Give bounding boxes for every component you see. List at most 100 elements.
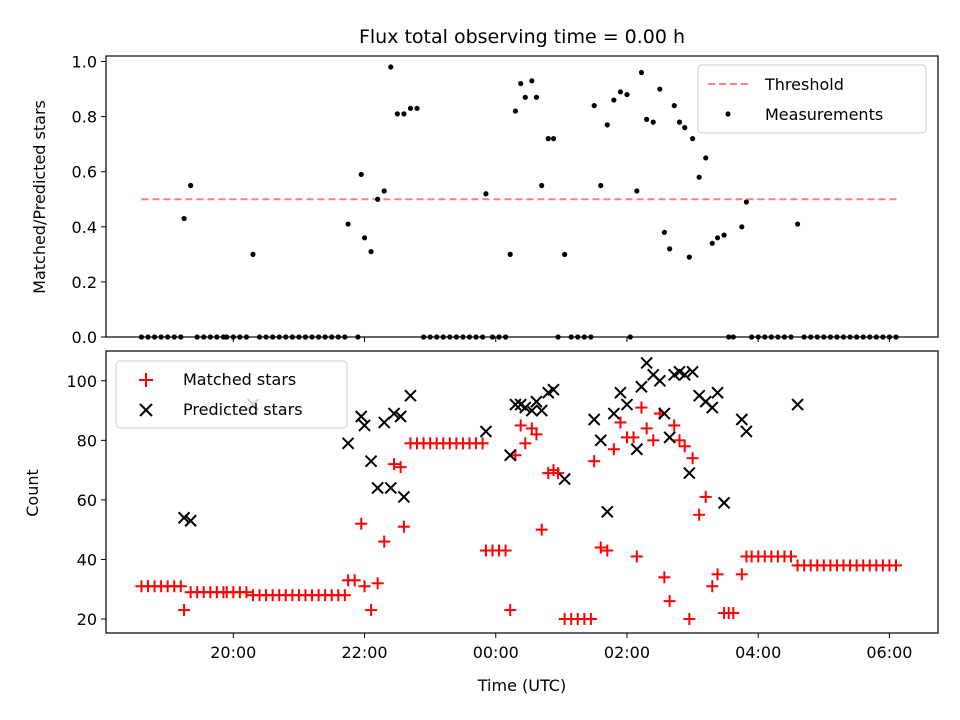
measurement-point [703, 155, 709, 161]
legend-predicted-swatch [139, 403, 153, 417]
predicted-star-point [791, 398, 804, 411]
matched-star-point [594, 541, 607, 554]
measurement-point [634, 188, 640, 194]
measurement-point [714, 235, 721, 241]
matched-star-point [584, 613, 597, 626]
predicted-star-point [614, 386, 627, 399]
measurement-point [345, 221, 351, 227]
legend-matched-swatch [139, 373, 153, 387]
bottom-legend: Matched stars Predicted stars [115, 360, 348, 429]
top-x-axis [232, 337, 890, 342]
bottom-y-axis: 20 40 60 80 100 [66, 372, 106, 629]
top-y-axis: 0.0 0.2 0.4 0.6 0.8 1.0 [72, 53, 106, 347]
matched-star-point [607, 443, 620, 456]
legend-measurements-label: Measurements [765, 105, 883, 124]
predicted-star-point [635, 380, 648, 393]
bottom-axes-frame [105, 350, 939, 634]
predicted-star-point [364, 454, 378, 468]
matched-star-point [535, 523, 548, 536]
matched-star-point [658, 571, 671, 584]
legend-matched-label: Matched stars [183, 370, 296, 389]
top-y-tick-label: 0.0 [72, 328, 97, 347]
matched-star-point [711, 568, 724, 581]
measurement-point [709, 240, 715, 246]
measurement-point [533, 94, 540, 100]
measurement-point [407, 105, 414, 111]
matched-star-point [174, 580, 187, 593]
measurement-point [638, 69, 645, 76]
top-legend-box [697, 64, 927, 134]
measurement-point [483, 191, 489, 197]
matched-star-point [699, 490, 712, 503]
bottom-x-axis-label: Time (UTC) [477, 676, 566, 695]
top-axes-frame [105, 55, 939, 338]
top-legend: Threshold Measurements [697, 64, 927, 134]
matched-star-point [178, 604, 191, 617]
top-y-tick-label: 0.8 [72, 108, 97, 127]
matched-star-point [588, 455, 601, 468]
bottom-x-tick-label: 06:00 [866, 643, 912, 662]
bottom-x-tick-label: 04:00 [735, 643, 781, 662]
predicted-star-point [387, 407, 401, 420]
top-y-tick-label: 1.0 [72, 53, 97, 72]
top-y-axis-label: Matched/Predicted stars [30, 100, 49, 294]
bottom-y-tick-label: 20 [77, 610, 97, 629]
predicted-star-point [394, 410, 407, 423]
predicted-star-point [740, 425, 753, 438]
predicted-star-point [558, 472, 571, 486]
matched-star-point [785, 550, 798, 563]
matched-star-point [635, 401, 648, 414]
measurement-point [381, 188, 387, 194]
predicted-star-point [678, 368, 691, 382]
bottom-y-axis-label: Count [23, 469, 42, 517]
top-y-tick-label: 0.2 [72, 273, 97, 292]
predicted-star-point [530, 395, 543, 408]
matched-star-point [514, 419, 527, 432]
measurement-point [682, 125, 688, 131]
matched-star-point [614, 416, 627, 429]
predicted-star-point [653, 374, 666, 387]
matched-star-point [673, 434, 686, 447]
bottom-panel: 20 40 60 80 100 20:00 22:00 00:00 02:00 04:00 06:… [23, 350, 939, 695]
predicted-star-point [620, 398, 634, 411]
measurement-point [529, 78, 535, 84]
bottom-legend-box [115, 360, 348, 429]
measurement-point [518, 80, 524, 87]
bottom-y-tick-label: 60 [77, 491, 97, 510]
predicted-star-point [358, 419, 371, 432]
matched-star-point [678, 440, 691, 453]
predicted-star-point [384, 481, 397, 495]
measurement-point [250, 251, 256, 257]
measurement-point [739, 224, 745, 230]
measurement-point [794, 221, 801, 227]
measurement-point [686, 254, 692, 260]
bottom-x-tick-label: 02:00 [604, 643, 650, 662]
predicted-star-point [607, 407, 621, 420]
measurement-point [661, 229, 667, 235]
matched-star-point [378, 535, 391, 548]
matched-star-point [371, 577, 384, 590]
legend-predicted-label: Predicted stars [183, 400, 303, 419]
measurement-point [188, 182, 194, 189]
measurement-point [539, 182, 545, 189]
measurement-point [368, 248, 374, 255]
predicted-star-point [525, 404, 539, 417]
measurement-point [611, 97, 617, 103]
matched-star-point [630, 550, 643, 563]
predicted-star-point [630, 443, 644, 456]
matched-star-point [504, 604, 517, 617]
measurement-point [388, 64, 394, 70]
matched-star-point [647, 434, 660, 447]
matched-star-point [693, 508, 706, 521]
measurement-point [181, 215, 187, 222]
predicted-star-point [397, 490, 411, 504]
bottom-x-tick-label: 00:00 [473, 643, 519, 662]
matched-star-point [640, 422, 653, 435]
predicted-star-point [355, 410, 368, 423]
matched-star-point [240, 586, 253, 599]
measurement-point [545, 136, 551, 142]
measurement-point [604, 122, 610, 128]
bottom-y-tick-label: 40 [77, 550, 97, 569]
predicted-star-point [658, 407, 671, 420]
measurement-point [562, 251, 568, 257]
